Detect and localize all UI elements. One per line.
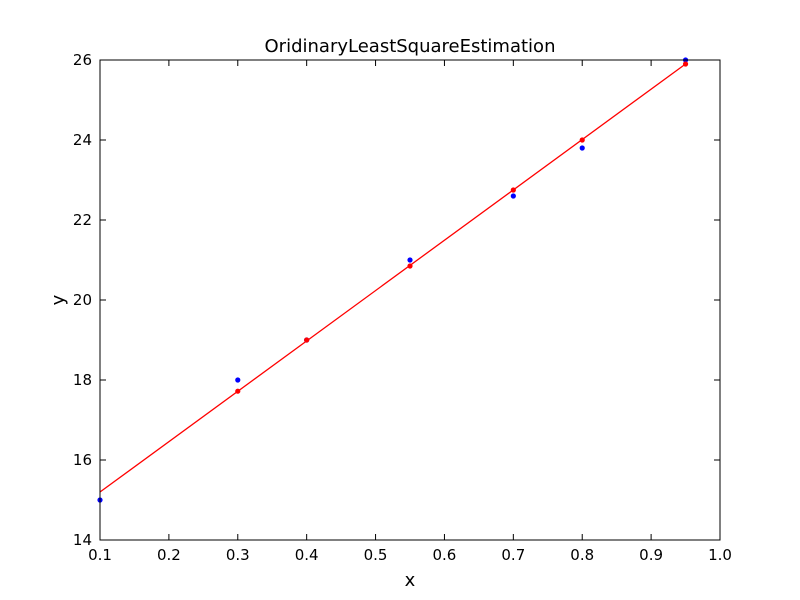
x-tick-label: 0.1 [88, 546, 112, 564]
fitted-point [304, 337, 310, 343]
observed-point [510, 193, 516, 199]
x-tick-label: 0.8 [570, 546, 594, 564]
x-axis-label: x [405, 570, 416, 591]
x-tick-label: 0.7 [501, 546, 525, 564]
y-tick-label: 22 [73, 211, 92, 229]
chart-title: OridinaryLeastSquareEstimation [265, 36, 556, 57]
x-tick-label: 1.0 [708, 546, 732, 564]
y-tick-label: 18 [73, 371, 92, 389]
x-tick-label: 0.6 [433, 546, 457, 564]
y-tick-label: 24 [73, 131, 92, 149]
fitted-point [407, 263, 413, 269]
fitted-point [579, 137, 585, 143]
observed-point [407, 257, 413, 263]
x-tick-label: 0.4 [295, 546, 319, 564]
y-tick-label: 26 [73, 51, 92, 69]
observed-point [579, 145, 585, 151]
x-tick-label: 0.2 [157, 546, 181, 564]
x-tick-label: 0.5 [364, 546, 388, 564]
axis-ticks: 0.1 0.2 0.3 0.4 0.5 0.6 0.7 0.8 0.9 1.0 14 16 18 20 22… [73, 51, 732, 564]
fitted-point [235, 388, 241, 394]
observed-point [235, 377, 241, 383]
x-tick-label: 0.9 [639, 546, 663, 564]
y-tick-label: 20 [73, 291, 92, 309]
fitted-point [682, 61, 689, 67]
fitted-point [510, 187, 516, 193]
fit-line [99, 63, 686, 493]
y-tick-label: 14 [73, 531, 92, 549]
y-tick-label: 16 [73, 451, 92, 469]
y-axis-label: y [48, 294, 69, 305]
x-tick-label: 0.3 [226, 546, 250, 564]
